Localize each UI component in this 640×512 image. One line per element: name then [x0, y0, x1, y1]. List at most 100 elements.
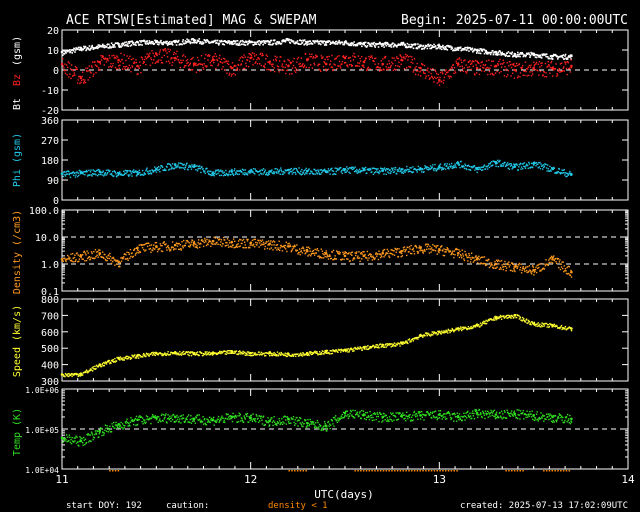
scatter-point	[490, 318, 492, 320]
data-point	[192, 62, 196, 66]
scatter-point	[353, 167, 355, 169]
scatter-point	[227, 173, 230, 175]
scatter-point	[176, 165, 179, 168]
scatter-point	[180, 59, 182, 62]
scatter-point	[263, 243, 265, 245]
scatter-point	[331, 41, 334, 44]
scatter-point	[443, 48, 446, 51]
scatter-point	[108, 254, 110, 256]
scatter-point	[334, 255, 336, 257]
scatter-point	[470, 62, 473, 65]
scatter-point	[199, 42, 201, 45]
scatter-point	[516, 53, 519, 56]
scatter-point	[339, 252, 341, 254]
scatter-point	[220, 40, 222, 43]
scatter-point	[278, 169, 281, 171]
scatter-point	[226, 174, 229, 176]
scatter-point	[362, 251, 364, 253]
scatter-point	[432, 168, 435, 170]
scatter-point	[82, 258, 84, 260]
scatter-point	[431, 75, 433, 78]
scatter-point	[335, 258, 337, 260]
scatter-point	[471, 61, 473, 63]
scatter-point	[381, 255, 383, 258]
scatter-point	[559, 268, 562, 271]
scatter-point	[230, 245, 232, 248]
scatter-point	[532, 265, 534, 267]
scatter-point	[227, 246, 230, 248]
scatter-point	[444, 73, 447, 75]
scatter-point	[64, 173, 66, 176]
scatter-point	[292, 355, 295, 357]
scatter-point	[278, 249, 281, 252]
scatter-point	[480, 70, 483, 72]
scatter-point	[293, 244, 296, 247]
scatter-point	[355, 44, 358, 47]
scatter-point	[284, 244, 286, 247]
scatter-point	[238, 42, 241, 45]
scatter-point	[221, 245, 223, 247]
scatter-point	[505, 68, 507, 70]
scatter-point	[333, 173, 336, 175]
scatter-point	[265, 173, 268, 175]
scatter-point	[342, 253, 345, 255]
scatter-point	[547, 264, 549, 267]
y-tick-label: 1.0	[41, 260, 59, 271]
scatter-point	[520, 168, 522, 170]
scatter-point	[176, 353, 178, 356]
scatter-point	[416, 171, 418, 173]
data-point	[456, 162, 460, 165]
scatter-point	[525, 266, 527, 268]
scatter-point	[470, 166, 473, 168]
scatter-point	[220, 169, 222, 171]
scatter-point	[302, 40, 305, 42]
scatter-point	[460, 257, 463, 259]
scatter-point	[307, 40, 310, 43]
scatter-point	[254, 352, 256, 354]
scatter-point	[438, 43, 440, 46]
scatter-point	[525, 163, 528, 165]
scatter-point	[73, 372, 76, 375]
scatter-point	[341, 41, 344, 44]
scatter-point	[467, 46, 470, 49]
scatter-point	[570, 269, 572, 272]
scatter-point	[213, 55, 215, 58]
scatter-point	[374, 57, 377, 59]
scatter-point	[525, 54, 527, 57]
scatter-point	[242, 350, 244, 353]
scatter-point	[383, 69, 385, 71]
scatter-point	[560, 263, 562, 265]
scatter-point	[201, 238, 203, 241]
scatter-point	[318, 42, 321, 45]
scatter-point	[420, 69, 422, 71]
scatter-point	[554, 53, 557, 56]
scatter-point	[187, 245, 190, 247]
scatter-point	[105, 256, 108, 258]
scatter-point	[449, 68, 452, 70]
scatter-point	[323, 40, 325, 43]
scatter-point	[442, 46, 445, 49]
scatter-point	[431, 45, 434, 47]
scatter-point	[403, 248, 405, 251]
scatter-point	[210, 353, 213, 355]
scatter-point	[89, 368, 92, 370]
scatter-point	[95, 367, 97, 370]
scatter-point	[98, 67, 100, 69]
scatter-point	[555, 172, 557, 175]
scatter-point	[424, 166, 427, 168]
scatter-point	[242, 173, 244, 175]
scatter-point	[317, 169, 319, 171]
scatter-point	[170, 58, 172, 60]
scatter-point	[445, 249, 448, 251]
scatter-point	[244, 56, 246, 58]
scatter-point	[462, 328, 464, 331]
scatter-point	[508, 65, 510, 67]
scatter-point	[354, 346, 356, 349]
scatter-point	[204, 239, 207, 241]
scatter-point	[465, 167, 467, 170]
scatter-point	[91, 44, 94, 47]
scatter-point	[403, 246, 406, 248]
scatter-point	[424, 250, 426, 252]
scatter-point	[473, 257, 475, 259]
scatter-point	[320, 352, 322, 354]
